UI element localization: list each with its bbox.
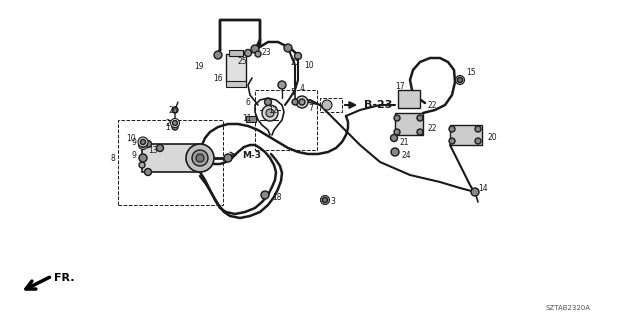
Bar (118, 120, 223, 205)
Circle shape (192, 150, 208, 166)
Bar (142, 144, 200, 172)
Text: 10: 10 (304, 60, 314, 69)
Bar (226, 54, 246, 82)
Bar (320, 98, 342, 112)
Circle shape (139, 162, 145, 168)
Text: 11: 11 (243, 114, 252, 123)
Circle shape (299, 99, 305, 105)
Text: 10: 10 (126, 133, 136, 142)
Text: 9: 9 (131, 138, 136, 147)
Circle shape (294, 52, 301, 60)
Circle shape (139, 154, 147, 162)
Circle shape (214, 51, 222, 59)
Circle shape (251, 45, 259, 53)
Circle shape (262, 105, 278, 121)
Circle shape (172, 107, 178, 113)
Circle shape (417, 115, 423, 121)
Bar (398, 90, 420, 108)
Bar (226, 81, 246, 87)
Circle shape (244, 50, 252, 57)
Circle shape (394, 115, 400, 121)
Text: 2: 2 (165, 118, 170, 127)
Text: 19: 19 (195, 61, 204, 70)
Text: 4: 4 (300, 84, 305, 92)
Circle shape (278, 81, 286, 89)
Circle shape (196, 154, 204, 162)
Circle shape (449, 138, 455, 144)
Circle shape (456, 76, 465, 84)
Circle shape (391, 148, 399, 156)
Circle shape (390, 134, 397, 141)
Circle shape (266, 109, 274, 117)
Text: 8: 8 (110, 154, 115, 163)
Text: 25: 25 (291, 58, 300, 67)
Text: 22: 22 (428, 100, 438, 109)
Circle shape (255, 51, 261, 57)
Bar (246, 116, 256, 122)
Bar (255, 90, 317, 150)
Circle shape (224, 154, 232, 162)
Circle shape (145, 169, 152, 175)
Circle shape (141, 140, 145, 145)
Circle shape (449, 126, 455, 132)
Circle shape (261, 191, 269, 199)
Circle shape (475, 138, 481, 144)
Circle shape (186, 144, 214, 172)
Bar (229, 50, 243, 56)
Text: 25: 25 (237, 57, 247, 66)
Circle shape (292, 99, 298, 105)
Circle shape (296, 96, 308, 108)
Text: 7: 7 (308, 103, 313, 113)
Text: 24: 24 (402, 150, 412, 159)
Bar (450, 125, 482, 145)
Text: 16: 16 (213, 74, 223, 83)
Circle shape (170, 118, 179, 127)
Text: 12: 12 (268, 106, 278, 115)
Circle shape (458, 77, 463, 83)
Circle shape (471, 188, 479, 196)
Circle shape (157, 145, 163, 151)
Text: FR.: FR. (54, 273, 74, 283)
Text: 21: 21 (400, 138, 410, 147)
Text: 14: 14 (478, 183, 488, 193)
Text: 23: 23 (262, 47, 271, 57)
Text: B-23: B-23 (364, 100, 392, 110)
Text: 3: 3 (330, 197, 335, 206)
Circle shape (475, 126, 481, 132)
Text: 13: 13 (148, 146, 158, 155)
Text: SZTAB2320A: SZTAB2320A (545, 305, 590, 311)
Text: 6: 6 (245, 98, 250, 107)
Circle shape (264, 99, 271, 106)
Text: 26: 26 (168, 106, 178, 115)
Text: 18: 18 (272, 194, 282, 203)
Circle shape (145, 140, 152, 148)
Circle shape (322, 100, 332, 110)
Text: 22: 22 (428, 124, 438, 132)
Text: 20: 20 (487, 132, 497, 141)
Text: 17: 17 (395, 82, 404, 91)
Circle shape (141, 142, 145, 148)
Circle shape (321, 196, 330, 204)
Circle shape (138, 137, 148, 147)
Circle shape (172, 124, 178, 130)
Circle shape (394, 129, 400, 135)
Circle shape (173, 121, 177, 125)
Bar (395, 113, 423, 135)
Circle shape (323, 197, 328, 203)
Text: M-3: M-3 (242, 150, 261, 159)
Text: 9: 9 (131, 150, 136, 159)
Circle shape (138, 140, 147, 149)
Text: 15: 15 (466, 68, 476, 76)
Circle shape (284, 44, 292, 52)
Text: 5: 5 (290, 87, 295, 97)
Circle shape (417, 129, 423, 135)
Text: 1: 1 (165, 123, 170, 132)
